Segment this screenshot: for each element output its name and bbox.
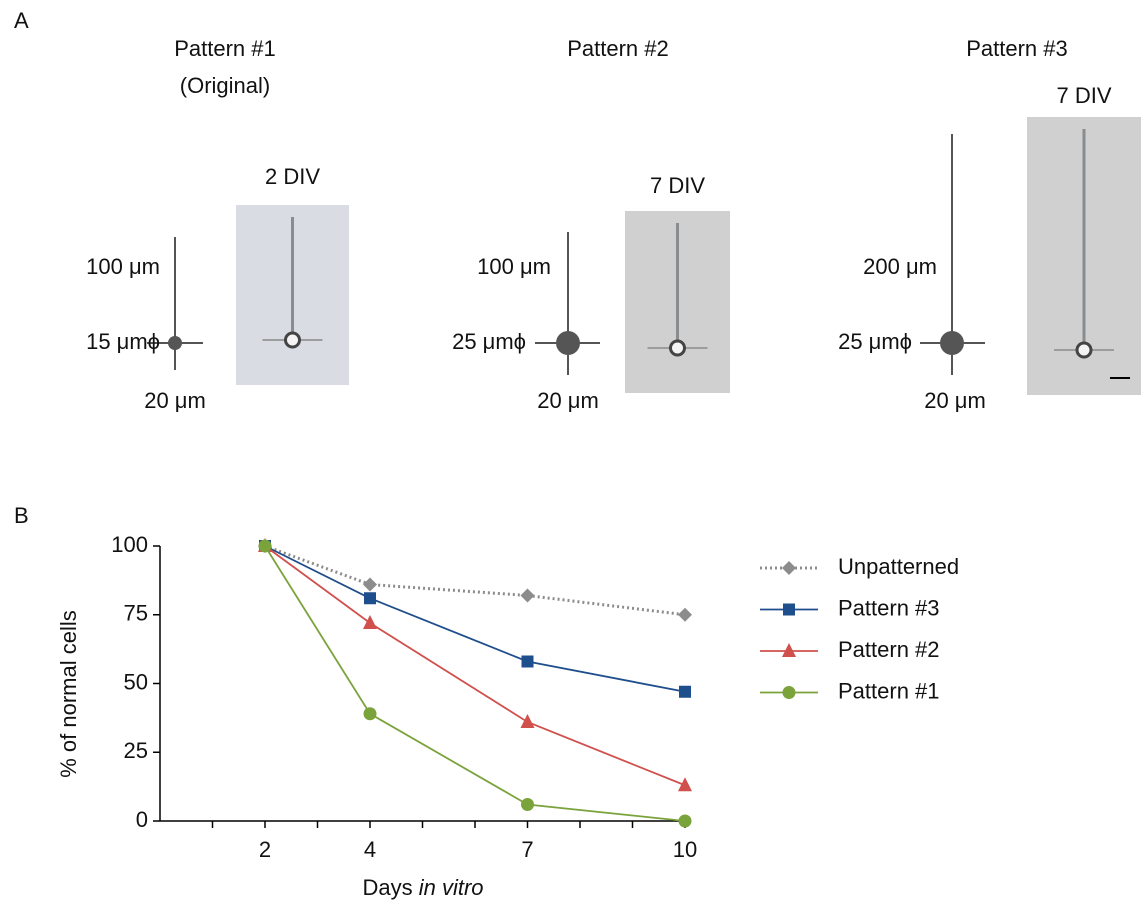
legend-label: Pattern #3 [838,595,940,620]
cell-body [286,333,300,347]
x-axis-label: Days in vitro [362,875,483,900]
cell-body [1077,343,1091,357]
soma-label: 15 μmϕ [86,329,160,354]
pattern-soma [940,331,964,355]
series-line [265,546,685,821]
pattern-title: Pattern #2 [567,36,669,61]
y-axis-label: % of normal cells [56,610,81,778]
legend-marker [783,686,796,699]
y-tick-label: 100 [111,532,148,557]
marker [678,608,692,622]
x-tick-label: 2 [259,837,271,862]
legend-marker [782,561,796,575]
marker [364,707,377,720]
marker [363,578,377,592]
y-tick-label: 75 [124,601,148,626]
y-tick-label: 0 [136,807,148,832]
soma-label: 25 μmϕ [452,329,526,354]
y-tick-label: 50 [124,669,148,694]
div-label: 2 DIV [265,164,320,189]
x-tick-label: 10 [673,837,697,862]
legend-marker [783,604,795,616]
series-line [265,546,685,785]
cell-body [671,341,685,355]
length-label: 200 μm [863,254,937,279]
marker [679,686,691,698]
panel-label: A [14,8,29,33]
marker [522,656,534,668]
x-tick-label: 4 [364,837,376,862]
marker [679,815,692,828]
cross-label: 20 μm [537,388,599,413]
x-tick-label: 7 [521,837,533,862]
cross-label: 20 μm [144,388,206,413]
pattern-subtitle: (Original) [180,73,270,98]
figure: A B % of normal cells Days in vitro Patt… [0,0,1145,905]
pattern-soma [168,336,182,350]
marker [521,798,534,811]
legend-marker [782,643,796,657]
length-label: 100 μm [477,254,551,279]
div-label: 7 DIV [1056,83,1111,108]
series-line [265,546,685,615]
legend-label: Unpatterned [838,554,959,579]
legend-label: Pattern #2 [838,637,940,662]
x-axis-label-part: in vitro [419,875,484,900]
panel-label: B [14,503,29,528]
soma-label: 25 μmϕ [838,329,912,354]
marker [363,615,377,629]
length-label: 100 μm [86,254,160,279]
legend-label: Pattern #1 [838,678,940,703]
x-axis-label-part: Days [362,875,412,900]
marker [364,592,376,604]
cross-label: 20 μm [924,388,986,413]
y-tick-label: 25 [124,738,148,763]
marker [521,589,535,603]
marker [259,540,272,553]
div-label: 7 DIV [650,173,705,198]
marker [521,714,535,728]
pattern-soma [556,331,580,355]
pattern-title: Pattern #1 [174,36,276,61]
pattern-title: Pattern #3 [966,36,1068,61]
